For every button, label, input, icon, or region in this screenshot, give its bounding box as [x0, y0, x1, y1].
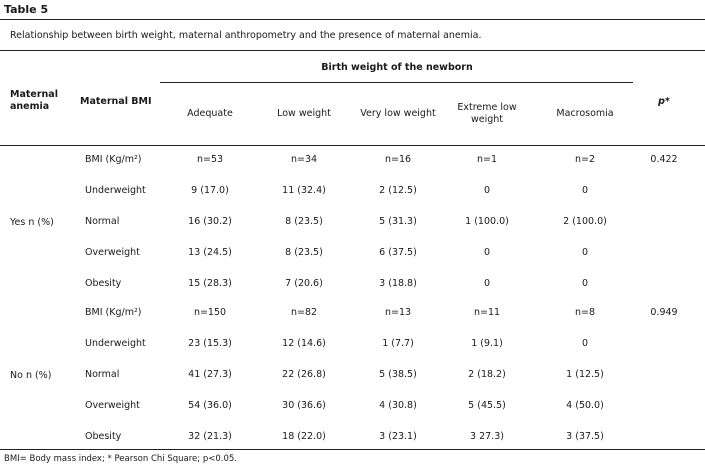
cell-bmi: Overweight	[85, 247, 140, 258]
header-p-value: p*	[658, 96, 670, 107]
cell-very-low: 1 (7.7)	[382, 338, 414, 349]
cell-macrosomia: 0	[581, 185, 589, 196]
cell-extreme-low: 1 (100.0)	[465, 216, 509, 227]
cell-bmi: Overweight	[85, 400, 140, 411]
header-adequate: Adequate	[187, 108, 233, 119]
cell-adequate: 23 (15.3)	[188, 338, 232, 349]
group-label-no: No n (%)	[10, 370, 52, 381]
cell-low: n=82	[290, 307, 318, 318]
cell-bmi: Underweight	[85, 338, 146, 349]
cell-low: 7 (20.6)	[285, 278, 323, 289]
cell-bmi: BMI (Kg/m²)	[85, 307, 142, 318]
cell-extreme-low: n=11	[473, 307, 501, 318]
top-rule	[0, 19, 705, 20]
header-macrosomia: Macrosomia	[556, 108, 614, 119]
header-sub-rule	[160, 82, 633, 83]
header-maternal-anemia-line2: anemia	[10, 101, 50, 112]
cell-adequate: n=53	[196, 154, 224, 165]
cell-bmi: Normal	[85, 369, 120, 380]
cell-extreme-low: 0	[483, 247, 491, 258]
cell-macrosomia: 0	[581, 338, 589, 349]
cell-macrosomia: n=8	[574, 307, 596, 318]
cell-low: n=34	[290, 154, 318, 165]
header-top-rule	[0, 50, 705, 51]
cell-low: 22 (26.8)	[282, 369, 326, 380]
cell-macrosomia: 1 (12.5)	[566, 369, 604, 380]
cell-bmi: Normal	[85, 216, 120, 227]
cell-p: 0.949	[650, 307, 678, 318]
cell-macrosomia: 0	[581, 278, 589, 289]
cell-extreme-low: 1 (9.1)	[471, 338, 503, 349]
cell-adequate: 54 (36.0)	[188, 400, 232, 411]
cell-low: 12 (14.6)	[282, 338, 326, 349]
cell-very-low: 5 (38.5)	[379, 369, 417, 380]
bottom-rule	[0, 449, 705, 450]
header-extreme-low-line1: Extreme low	[457, 102, 517, 113]
header-birth-weight: Birth weight of the newborn	[321, 62, 473, 73]
header-maternal-anemia: Maternal anemia	[10, 89, 58, 113]
header-very-low-weight: Very low weight	[360, 108, 436, 119]
header-bottom-rule	[0, 145, 705, 146]
cell-extreme-low: n=1	[476, 154, 498, 165]
cell-extreme-low: 3 27.3)	[470, 431, 504, 442]
cell-macrosomia: n=2	[574, 154, 596, 165]
cell-extreme-low: 0	[483, 278, 491, 289]
cell-extreme-low: 5 (45.5)	[468, 400, 506, 411]
cell-macrosomia: 0	[581, 247, 589, 258]
header-extreme-low-weight: Extreme low weight	[457, 102, 516, 126]
cell-macrosomia: 4 (50.0)	[566, 400, 604, 411]
cell-very-low: 3 (18.8)	[379, 278, 417, 289]
cell-low: 18 (22.0)	[282, 431, 326, 442]
cell-adequate: 32 (21.3)	[188, 431, 232, 442]
table-caption: Relationship between birth weight, mater…	[10, 30, 482, 41]
header-maternal-anemia-line1: Maternal	[10, 89, 58, 100]
cell-very-low: 3 (23.1)	[379, 431, 417, 442]
header-maternal-bmi: Maternal BMI	[80, 96, 152, 107]
cell-very-low: 4 (30.8)	[379, 400, 417, 411]
table-title: Table 5	[4, 3, 49, 16]
cell-extreme-low: 0	[483, 185, 491, 196]
cell-adequate: 9 (17.0)	[191, 185, 229, 196]
cell-bmi: Underweight	[85, 185, 146, 196]
cell-adequate: 15 (28.3)	[188, 278, 232, 289]
cell-adequate: n=150	[193, 307, 227, 318]
cell-low: 8 (23.5)	[285, 247, 323, 258]
cell-adequate: 41 (27.3)	[188, 369, 232, 380]
cell-bmi: BMI (Kg/m²)	[85, 154, 142, 165]
cell-low: 30 (36.6)	[282, 400, 326, 411]
cell-bmi: Obesity	[85, 278, 122, 289]
group-label-yes: Yes n (%)	[10, 217, 54, 228]
cell-low: 8 (23.5)	[285, 216, 323, 227]
cell-adequate: 13 (24.5)	[188, 247, 232, 258]
cell-low: 11 (32.4)	[282, 185, 326, 196]
cell-very-low: 5 (31.3)	[379, 216, 417, 227]
cell-extreme-low: 2 (18.2)	[468, 369, 506, 380]
cell-p: 0.422	[650, 154, 678, 165]
cell-macrosomia: 2 (100.0)	[563, 216, 607, 227]
cell-macrosomia: 3 (37.5)	[566, 431, 604, 442]
table-footnote: BMI= Body mass index; * Pearson Chi Squa…	[4, 454, 237, 464]
cell-bmi: Obesity	[85, 431, 122, 442]
cell-very-low: 2 (12.5)	[379, 185, 417, 196]
cell-very-low: n=16	[384, 154, 412, 165]
cell-very-low: n=13	[384, 307, 412, 318]
cell-very-low: 6 (37.5)	[379, 247, 417, 258]
header-low-weight: Low weight	[277, 108, 331, 119]
cell-adequate: 16 (30.2)	[188, 216, 232, 227]
header-extreme-low-line2: weight	[470, 114, 504, 125]
